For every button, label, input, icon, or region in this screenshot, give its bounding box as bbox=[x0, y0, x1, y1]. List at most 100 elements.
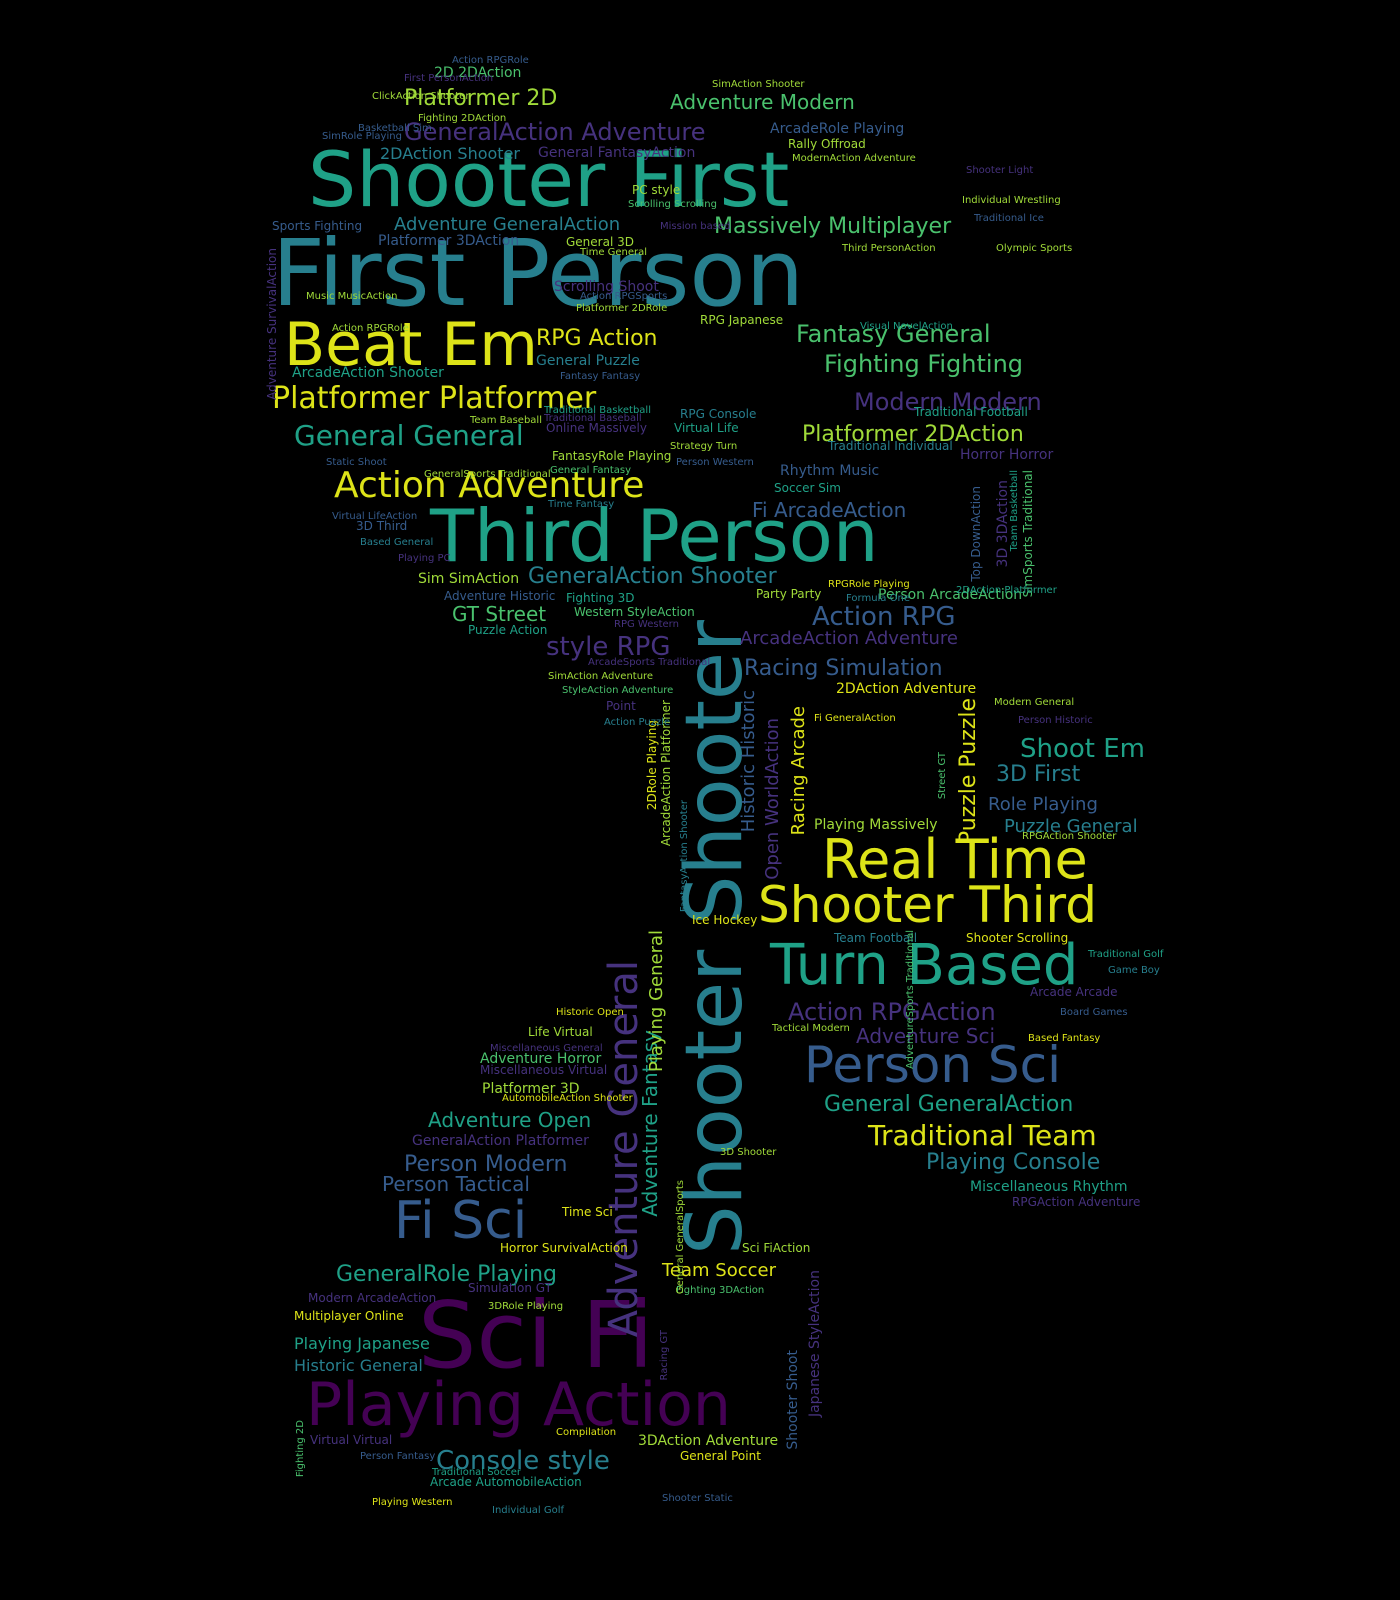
word-fighting-2daction: Fighting 2DAction bbox=[418, 113, 507, 124]
word-shooter-scrolling: Shooter Scrolling bbox=[966, 931, 1069, 945]
word-modern-modern: Modern Modern bbox=[854, 388, 1042, 416]
word-shoot-em: Shoot Em bbox=[1020, 734, 1146, 764]
word-real-time: Real Time bbox=[822, 828, 1088, 891]
word-3d-first: 3D First bbox=[996, 762, 1081, 787]
word-shooter-static: Shooter Static bbox=[662, 1493, 733, 1504]
word-traditional-soccer: Traditional Soccer bbox=[432, 1467, 521, 1478]
word-platformer-3d: Platformer 3D bbox=[482, 1081, 580, 1097]
word-historic-historic: Historic Historic bbox=[738, 690, 759, 833]
word-simulation-gt: Simulation GT bbox=[468, 1281, 552, 1295]
word-third-person: Third Person bbox=[430, 494, 879, 578]
word-simaction-adventure: SimAction Adventure bbox=[548, 671, 654, 682]
word-japanese-styleaction: Japanese StyleAction bbox=[807, 1270, 823, 1418]
word-point: Point bbox=[606, 699, 636, 713]
word-rpg-japanese: RPG Japanese bbox=[700, 313, 784, 327]
word-historic-general: Historic General bbox=[294, 1356, 423, 1375]
word-platformer-2d: Platformer 2D bbox=[404, 86, 558, 111]
word-online-massively: Online Massively bbox=[546, 421, 647, 435]
word-open-worldaction: Open WorldAction bbox=[762, 718, 783, 880]
word-modernaction-adventure: ModernAction Adventure bbox=[792, 153, 916, 164]
word-miscellaneous-rhythm: Miscellaneous Rhythm bbox=[970, 1179, 1128, 1195]
word-traditional-football: Traditional Football bbox=[914, 405, 1028, 419]
word-team-football: Team Football bbox=[834, 931, 918, 945]
word-action-rpg: Action RPG bbox=[812, 602, 956, 632]
word-fantasyrole-playing: FantasyRole Playing bbox=[552, 449, 672, 463]
word-general-general: General General bbox=[294, 419, 524, 452]
word-2daction-platformer: 2DAction Platformer bbox=[956, 585, 1057, 596]
word-historic-open: Historic Open bbox=[556, 1007, 624, 1018]
word-arcade-automobileaction: Arcade AutomobileAction bbox=[430, 1475, 582, 1489]
word-platformer-3daction: Platformer 3DAction bbox=[378, 233, 520, 249]
word-generalaction-platformer: GeneralAction Platformer bbox=[412, 1133, 589, 1149]
word-adventure-open: Adventure Open bbox=[428, 1108, 592, 1132]
word-clickaction-shooter: ClickAction Shooter bbox=[372, 91, 470, 102]
word-shooter-light: Shooter Light bbox=[966, 165, 1034, 176]
word-top-downaction: Top DownAction bbox=[969, 486, 983, 582]
word-fantasyaction-shooter: FantasyAction Shooter bbox=[679, 800, 690, 913]
word-team-soccer: Team Soccer bbox=[662, 1260, 777, 1281]
word-person-western: Person Western bbox=[676, 457, 754, 468]
word-3d-3daction: 3D 3DAction bbox=[995, 480, 1011, 568]
word-person-modern: Person Modern bbox=[404, 1152, 568, 1177]
word-action-rpgaction: Action RPGAction bbox=[788, 998, 996, 1026]
word-3daction-adventure: 3DAction Adventure bbox=[638, 1433, 779, 1449]
word-general-fantasyaction: General FantasyAction bbox=[538, 145, 696, 161]
word-simsports-traditional: SimSports Traditional bbox=[1021, 470, 1035, 598]
word-scrolling-scrolling: Scrolling Scrolling bbox=[628, 199, 717, 210]
word-action-rpgrole: Action RPGRole bbox=[452, 55, 529, 66]
word-arcadeaction-adventure: ArcadeAction Adventure bbox=[740, 628, 958, 649]
word-traditional-team: Traditional Team bbox=[868, 1119, 1097, 1152]
word-playing-massively: Playing Massively bbox=[814, 817, 938, 833]
word-2daction-adventure: 2DAction Adventure bbox=[836, 681, 977, 697]
word-fighting-2d: Fighting 2D bbox=[295, 1420, 306, 1478]
word-3d-shooter: 3D Shooter bbox=[720, 1147, 777, 1158]
word-adventuresports-traditional: AdventureSports Traditional bbox=[905, 930, 916, 1070]
word-sci-fi: Sci Fi bbox=[418, 1282, 654, 1389]
word-generalaction-adventure: GeneralAction Adventure bbox=[404, 118, 706, 146]
word-board-games: Board Games bbox=[1060, 1007, 1128, 1018]
word-fantasy-general: Fantasy General bbox=[796, 320, 991, 348]
word-platformer-platformer: Platformer Platformer bbox=[272, 381, 597, 416]
word-third-personaction: Third PersonAction bbox=[842, 243, 936, 254]
word-rpg-western: RPG Western bbox=[614, 619, 679, 630]
word-soccer-sim: Soccer Sim bbox=[774, 481, 841, 495]
word-playing-console: Playing Console bbox=[926, 1150, 1101, 1175]
word-general-puzzle: General Puzzle bbox=[536, 353, 640, 369]
word-arcade-arcade: Arcade Arcade bbox=[1030, 985, 1118, 999]
word-adventure-survivalaction: Adventure SurvivalAction bbox=[265, 248, 279, 400]
word-scrolling-shoot: Scrolling Shoot bbox=[554, 279, 659, 295]
word-based-general: Based General bbox=[360, 537, 434, 548]
word-racing-arcade: Racing Arcade bbox=[788, 706, 809, 836]
word-adventure-generalaction: Adventure GeneralAction bbox=[394, 214, 621, 235]
word-playing-pc: Playing PC bbox=[398, 553, 451, 564]
word-traditional-individual: Traditional Individual bbox=[828, 439, 953, 453]
word-virtual-life: Virtual Life bbox=[674, 421, 739, 435]
word-puzzle-puzzle: Puzzle Puzzle bbox=[956, 698, 981, 845]
word-shooter-third: Shooter Third bbox=[758, 876, 1097, 934]
word-traditional-basketball: Traditional Basketball bbox=[544, 405, 651, 416]
word-sim-simaction: Sim SimAction bbox=[418, 571, 520, 587]
word-arcadeaction-shooter: ArcadeAction Shooter bbox=[292, 365, 444, 381]
word-formula-one: Formula One bbox=[846, 593, 910, 604]
word-party-party: Party Party bbox=[756, 587, 822, 601]
word-rpg-console: RPG Console bbox=[680, 407, 757, 421]
word-platformer-2drole: Platformer 2DRole bbox=[576, 303, 668, 314]
word-fi-generalaction: Fi GeneralAction bbox=[814, 713, 896, 724]
word-racing-simulation: Racing Simulation bbox=[744, 656, 943, 681]
word-3d-third: 3D Third bbox=[356, 519, 408, 533]
word-team-basketball: Team Basketball bbox=[1009, 470, 1020, 552]
word-sci-fiaction: Sci FiAction bbox=[742, 1241, 811, 1255]
word-person-arcadeaction: Person ArcadeAction bbox=[878, 587, 1023, 603]
word-massively-multiplayer: Massively Multiplayer bbox=[714, 214, 952, 239]
word-arcaderole-playing: ArcadeRole Playing bbox=[770, 121, 905, 137]
word-game-boy: Game Boy bbox=[1108, 965, 1160, 976]
word-role-playing: Role Playing bbox=[988, 794, 1098, 815]
word-miscellaneous-general: Miscellaneous General bbox=[490, 1043, 603, 1054]
word-multiplayer-online: Multiplayer Online bbox=[294, 1309, 404, 1323]
word-tactical-modern: Tactical Modern bbox=[772, 1023, 850, 1034]
word-generalaction-shooter: GeneralAction Shooter bbox=[528, 564, 777, 589]
word-playing-general: Playing General bbox=[646, 930, 667, 1073]
word-playing-japanese: Playing Japanese bbox=[294, 1334, 430, 1353]
word-gt-street: GT Street bbox=[452, 602, 547, 626]
word-styleaction-adventure: StyleAction Adventure bbox=[562, 685, 674, 696]
